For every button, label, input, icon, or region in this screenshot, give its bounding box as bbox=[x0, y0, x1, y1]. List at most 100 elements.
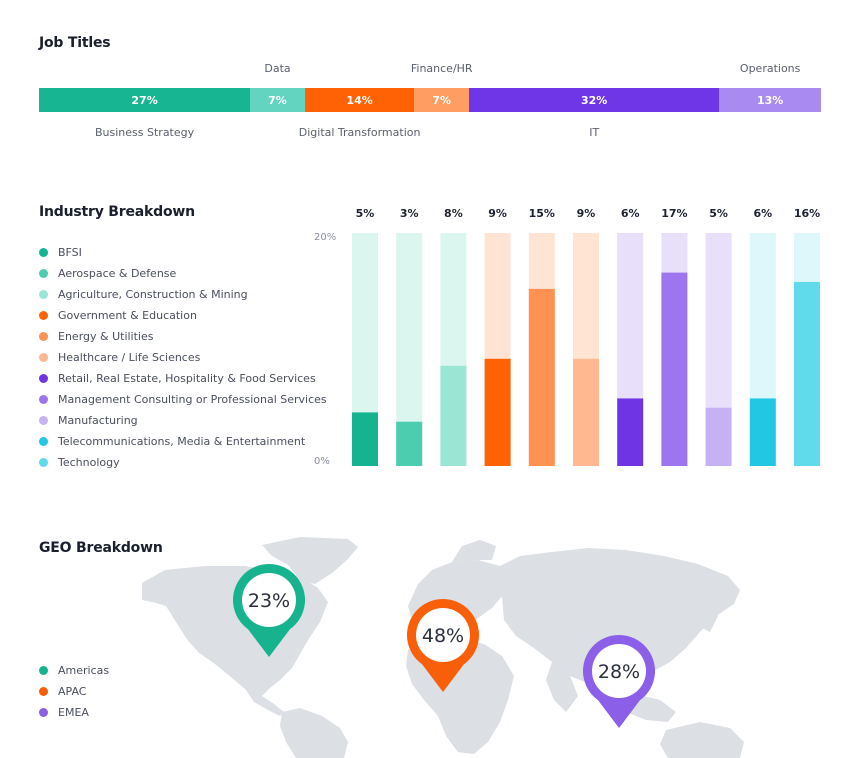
south-america-shape bbox=[280, 708, 348, 758]
india-shape bbox=[546, 662, 578, 712]
legend-item-agriculture-construction-mining: Agriculture, Construction & Mining bbox=[39, 284, 327, 305]
central-america-shape bbox=[246, 690, 284, 716]
geo-legend-item-apac: APAC bbox=[39, 681, 109, 702]
japan-shape bbox=[702, 606, 718, 632]
legend-dot-technology bbox=[39, 458, 48, 467]
industry-breakdown-title: Industry Breakdown bbox=[39, 204, 195, 220]
bar-value-label-aerospace-defense: 3% bbox=[400, 207, 419, 220]
geo-pin-emea: 28% bbox=[583, 635, 655, 728]
industry-bar-chart: 5% 3% 8% 9% 15% 9% 6% 17% 5% 6% 16% bbox=[352, 207, 820, 466]
job-category-label-digital-transformation: Digital Transformation bbox=[298, 126, 421, 139]
legend-item-retail-real-estate-hospitality-food-services: Retail, Real Estate, Hospitality & Food … bbox=[39, 368, 327, 389]
legend-dot-telecommunications-media-entertainment bbox=[39, 437, 48, 446]
bar-value-label-manufacturing: 5% bbox=[709, 207, 728, 220]
scandinavia-shape bbox=[452, 540, 496, 562]
pin-value-americas: 23% bbox=[248, 590, 290, 612]
legend-dot-government-education bbox=[39, 311, 48, 320]
bar-retail-real-estate-hospitality-food-services bbox=[617, 398, 644, 466]
bar-value-label-bfsi: 5% bbox=[356, 207, 375, 220]
continents bbox=[142, 537, 744, 758]
y-axis-min-label: 0% bbox=[314, 456, 330, 467]
job-category-label-it: IT bbox=[589, 126, 600, 139]
legend-label-government-education: Government & Education bbox=[58, 309, 197, 322]
asia-shape bbox=[500, 548, 740, 688]
job-segment-data: 7% bbox=[250, 88, 305, 112]
bar-value-label-energy-utilities: 15% bbox=[529, 207, 555, 220]
geo-legend-dot-apac bbox=[39, 687, 48, 696]
job-titles-stacked-bar: 27% 7% 14% 7% 32% 13% bbox=[39, 88, 821, 112]
job-segment-finance-hr: 7% bbox=[414, 88, 470, 112]
job-segment-it: 32% bbox=[469, 88, 720, 112]
bar-government-education bbox=[484, 358, 511, 466]
pin-inner-circle bbox=[416, 608, 470, 662]
y-axis-max-label: 20% bbox=[314, 232, 337, 243]
bar-value-label-healthcare-life-sciences: 9% bbox=[577, 207, 596, 220]
job-category-label-finance-hr: Finance/HR bbox=[410, 62, 473, 75]
world-map: 23% 48% 28% bbox=[142, 537, 744, 758]
bar-telecommunications-media-entertainment bbox=[749, 398, 776, 466]
legend-label-manufacturing: Manufacturing bbox=[58, 414, 138, 427]
bar-value-label-government-education: 9% bbox=[488, 207, 507, 220]
bar-aerospace-defense bbox=[396, 421, 423, 466]
bar-value-label-telecommunications-media-entertainment: 6% bbox=[753, 207, 772, 220]
geo-legend-label-emea: EMEA bbox=[58, 706, 89, 719]
legend-label-bfsi: BFSI bbox=[58, 246, 82, 259]
legend-dot-healthcare-life-sciences bbox=[39, 353, 48, 362]
pin-value-apac: 48% bbox=[422, 625, 464, 647]
geo-pin-americas: 23% bbox=[232, 564, 305, 657]
legend-dot-retail-real-estate-hospitality-food-services bbox=[39, 374, 48, 383]
legend-item-management-consulting-or-professional-services: Management Consulting or Professional Se… bbox=[39, 389, 327, 410]
legend-dot-bfsi bbox=[39, 248, 48, 257]
legend-dot-agriculture-construction-mining bbox=[39, 290, 48, 299]
legend-label-telecommunications-media-entertainment: Telecommunications, Media & Entertainmen… bbox=[58, 435, 306, 448]
pin-value-emea: 28% bbox=[598, 661, 640, 683]
legend-item-technology: Technology bbox=[39, 452, 327, 473]
geo-legend-label-americas: Americas bbox=[58, 664, 110, 677]
geo-legend: Americas APAC EMEA bbox=[39, 660, 109, 723]
geo-pins: 23% 48% 28% bbox=[232, 564, 655, 728]
greenland-shape bbox=[262, 537, 358, 584]
bar-value-label-agriculture-construction-mining: 8% bbox=[444, 207, 463, 220]
job-category-label-operations: Operations bbox=[739, 62, 801, 75]
bar-value-label-technology: 16% bbox=[794, 207, 820, 220]
job-category-label-business-strategy: Business Strategy bbox=[94, 126, 195, 139]
legend-item-healthcare-life-sciences: Healthcare / Life Sciences bbox=[39, 347, 327, 368]
bar-healthcare-life-sciences bbox=[573, 358, 599, 466]
geo-legend-dot-emea bbox=[39, 708, 48, 717]
legend-dot-manufacturing bbox=[39, 416, 48, 425]
legend-item-energy-utilities: Energy & Utilities bbox=[39, 326, 327, 347]
legend-item-telecommunications-media-entertainment: Telecommunications, Media & Entertainmen… bbox=[39, 431, 327, 452]
legend-label-agriculture-construction-mining: Agriculture, Construction & Mining bbox=[58, 288, 248, 301]
pin-inner-circle bbox=[592, 644, 646, 698]
bar-value-label-retail-real-estate-hospitality-food-services: 6% bbox=[621, 207, 640, 220]
bar-management-consulting-or-professional-services bbox=[661, 272, 688, 466]
legend-item-bfsi: BFSI bbox=[39, 242, 327, 263]
bar-value-label-management-consulting-or-professional-services: 17% bbox=[661, 207, 687, 220]
bar-energy-utilities bbox=[528, 288, 555, 466]
bar-agriculture-construction-mining bbox=[440, 365, 467, 466]
legend-item-government-education: Government & Education bbox=[39, 305, 327, 326]
geo-legend-dot-americas bbox=[39, 666, 48, 675]
industry-legend: BFSI Aerospace & Defense Agriculture, Cons… bbox=[39, 242, 327, 473]
geo-pin-apac: 48% bbox=[406, 599, 479, 692]
legend-item-manufacturing: Manufacturing bbox=[39, 410, 327, 431]
legend-item-aerospace-defense: Aerospace & Defense bbox=[39, 263, 327, 284]
legend-label-healthcare-life-sciences: Healthcare / Life Sciences bbox=[58, 351, 201, 364]
legend-dot-management-consulting-or-professional-services bbox=[39, 395, 48, 404]
job-segment-digital-transformation: 14% bbox=[304, 88, 415, 112]
legend-dot-energy-utilities bbox=[39, 332, 48, 341]
job-titles-title: Job Titles bbox=[39, 35, 111, 51]
bar-bfsi bbox=[352, 412, 378, 466]
legend-label-energy-utilities: Energy & Utilities bbox=[58, 330, 154, 343]
australia-shape bbox=[660, 722, 744, 758]
bar-manufacturing bbox=[705, 407, 732, 466]
legend-label-technology: Technology bbox=[58, 456, 120, 469]
legend-label-retail-real-estate-hospitality-food-services: Retail, Real Estate, Hospitality & Food … bbox=[58, 372, 316, 385]
geo-legend-label-apac: APAC bbox=[58, 685, 87, 698]
geo-legend-item-americas: Americas bbox=[39, 660, 109, 681]
legend-label-management-consulting-or-professional-services: Management Consulting or Professional Se… bbox=[58, 393, 327, 406]
bar-technology bbox=[794, 281, 820, 466]
job-segment-operations: 13% bbox=[719, 88, 821, 112]
pin-inner-circle bbox=[242, 573, 296, 627]
job-segment-business-strategy: 27% bbox=[39, 88, 251, 112]
